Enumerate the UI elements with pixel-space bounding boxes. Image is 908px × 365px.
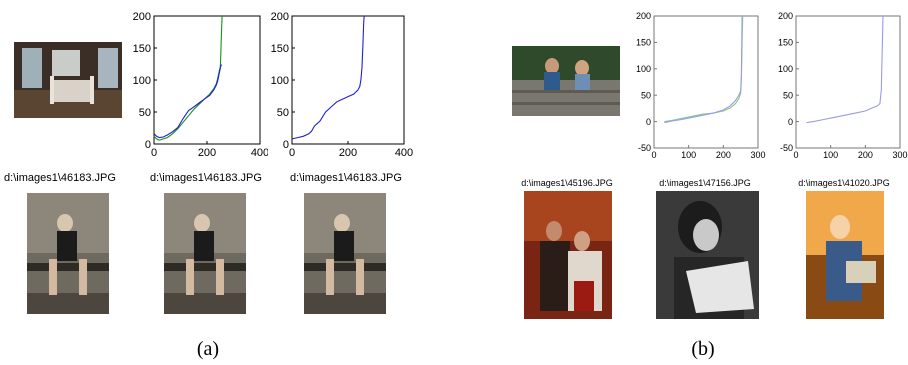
y-tick-label: 200 xyxy=(133,11,151,23)
children-on-stairs-photo xyxy=(512,46,620,116)
result-image-b3 xyxy=(806,191,884,319)
woman-reading-photo xyxy=(656,191,759,319)
woman-on-bench-photo xyxy=(304,193,386,314)
y-tick-label: 0 xyxy=(145,139,151,151)
series-line-1 xyxy=(153,64,223,139)
y-tick-label: 50 xyxy=(139,107,151,119)
result-filename-b3: d:\images1\41020.JPG xyxy=(798,178,890,188)
x-tick-label: 100 xyxy=(823,150,838,160)
x-tick-label: 400 xyxy=(251,147,268,159)
y-tick-label: 100 xyxy=(271,75,289,87)
x-tick-label: 200 xyxy=(716,150,731,160)
plot-frame xyxy=(153,15,261,145)
caption-b: (b) xyxy=(691,338,715,360)
y-tick-label: 200 xyxy=(636,11,651,21)
result-image-a1 xyxy=(27,193,109,314)
x-tick-label: 0 xyxy=(793,150,798,160)
chart-a1: 0 200 400 0 50 100 150 200 xyxy=(133,11,268,159)
y-tick-label: 100 xyxy=(636,64,651,74)
woman-on-bench-photo xyxy=(164,193,246,314)
y-tick-label: 50 xyxy=(783,90,793,100)
x-tick-label: 300 xyxy=(750,150,765,160)
y-tick-label: 150 xyxy=(778,38,793,48)
child-with-book-photo xyxy=(806,191,884,319)
result-image-a2 xyxy=(164,193,246,314)
y-tick-label: 0 xyxy=(283,139,289,151)
result-filename-b1: d:\images1\45196.JPG xyxy=(521,178,613,188)
x-tick-label: 200 xyxy=(339,147,357,159)
result-filename-b2: d:\images1\47156.JPG xyxy=(659,178,751,188)
result-filename-a3: d:\images1\46183.JPG xyxy=(290,172,402,184)
x-tick-label: 0 xyxy=(289,147,295,159)
query-image-b xyxy=(512,46,620,116)
y-tick-label: 200 xyxy=(778,11,793,21)
y-tick-label: -50 xyxy=(780,143,793,153)
chart-a2: 0 200 400 0 50 100 150 200 xyxy=(271,11,413,159)
y-tick-label: 150 xyxy=(133,43,151,55)
x-tick-label: 200 xyxy=(198,147,216,159)
y-tick-label: 100 xyxy=(133,75,151,87)
y-tick-label: 0 xyxy=(646,117,651,127)
x-tick-label: 100 xyxy=(681,150,696,160)
result-image-a3 xyxy=(304,193,386,314)
woman-on-bench-photo xyxy=(27,193,109,314)
x-tick-label: 300 xyxy=(892,150,907,160)
caption-a: (a) xyxy=(196,338,220,360)
result-filename-a2: d:\images1\46183.JPG xyxy=(150,172,262,184)
y-tick-label: -50 xyxy=(638,143,651,153)
y-tick-label: 0 xyxy=(788,117,793,127)
x-tick-label: 0 xyxy=(151,147,157,159)
x-tick-label: 400 xyxy=(395,147,413,159)
two-men-photo xyxy=(524,191,612,319)
y-tick-label: 150 xyxy=(636,38,651,48)
x-tick-label: 0 xyxy=(651,150,656,160)
result-image-b1 xyxy=(524,191,612,319)
bedroom-photo xyxy=(14,42,122,118)
series-line-0 xyxy=(291,15,365,140)
series-line-1 xyxy=(664,15,743,124)
result-image-b2 xyxy=(656,191,759,319)
y-tick-label: 50 xyxy=(641,90,651,100)
plot-frame xyxy=(291,15,405,145)
y-tick-label: 100 xyxy=(778,64,793,74)
plot-frame xyxy=(795,15,901,149)
y-tick-label: 50 xyxy=(277,107,289,119)
y-tick-label: 150 xyxy=(271,43,289,55)
query-image-a xyxy=(14,42,122,118)
y-tick-label: 200 xyxy=(271,11,289,23)
x-tick-label: 200 xyxy=(858,150,873,160)
result-filename-a1: d:\images1\46183.JPG xyxy=(4,172,116,184)
series-line-0 xyxy=(806,15,884,124)
